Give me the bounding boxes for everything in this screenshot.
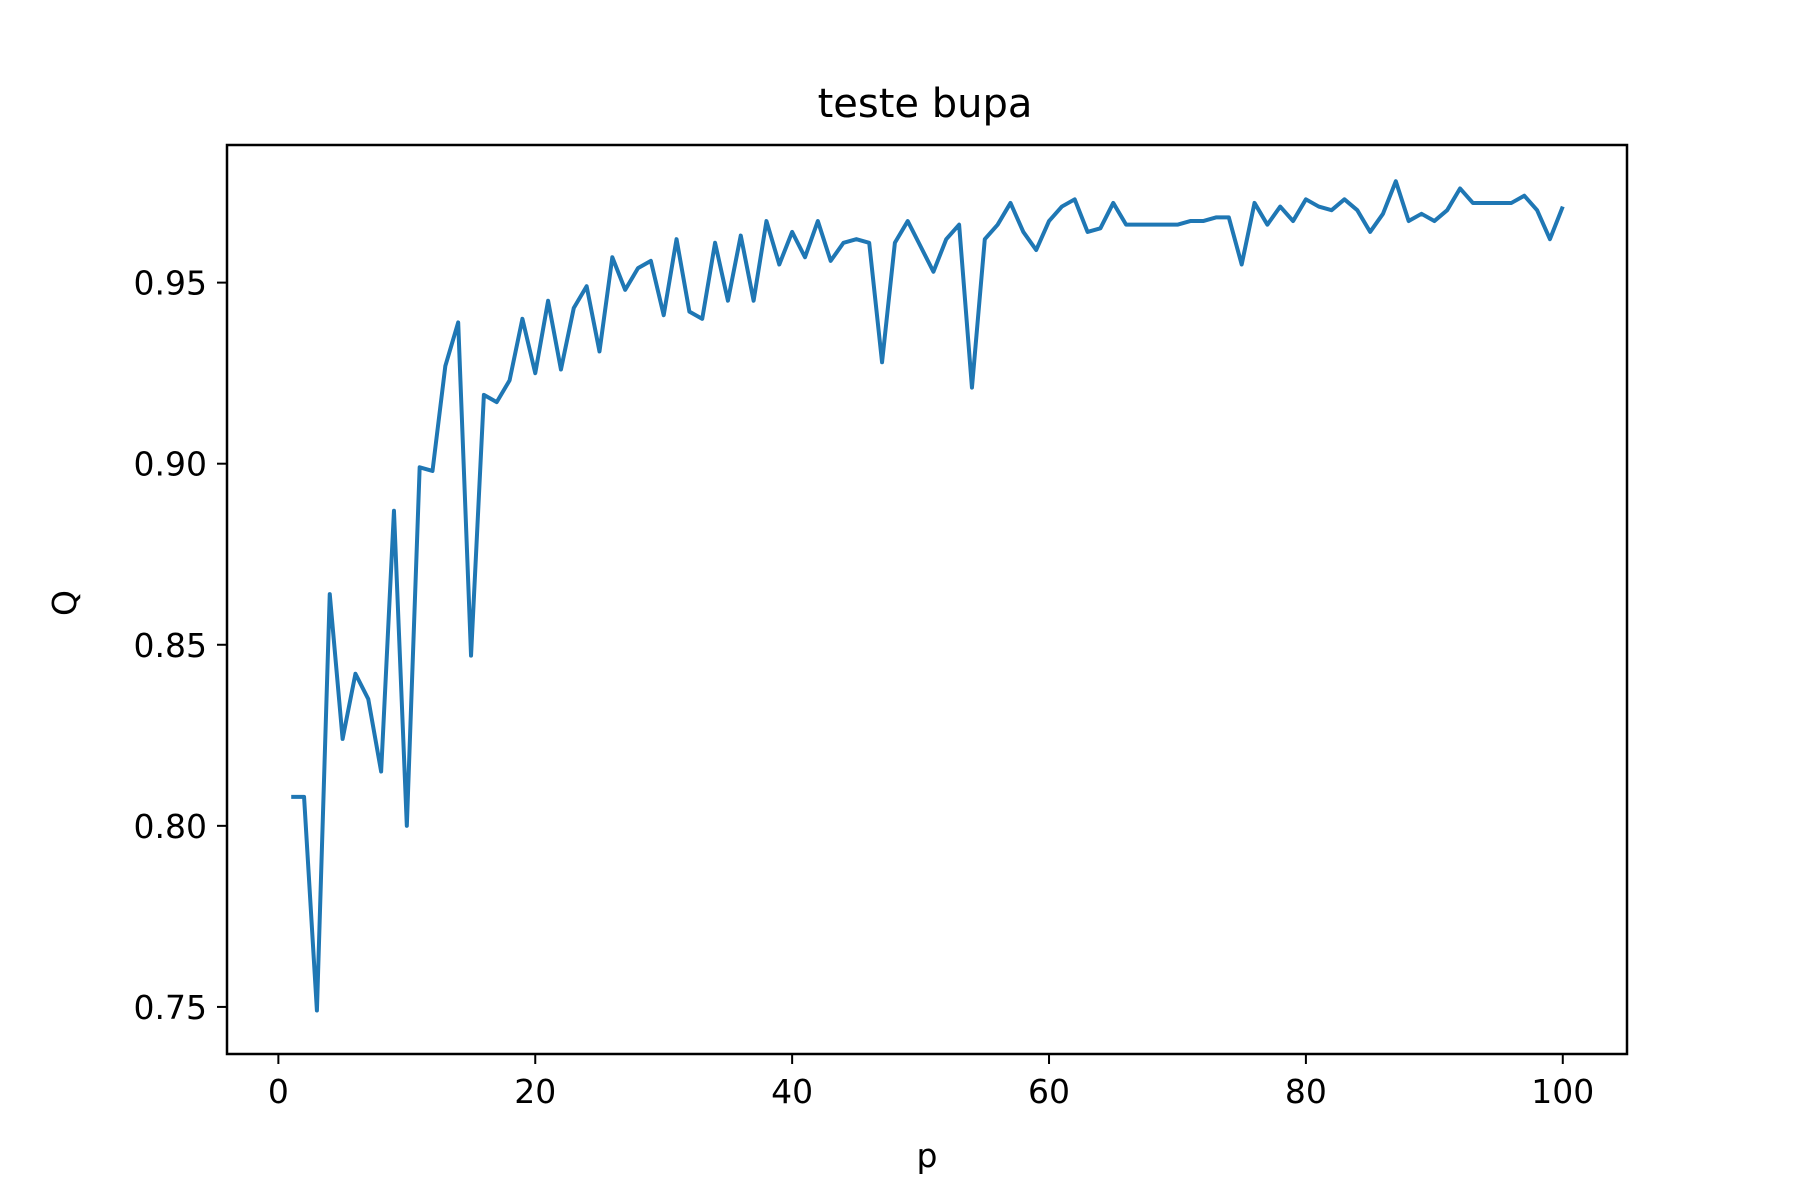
y-axis-label: Q	[45, 590, 84, 616]
y-tick-label: 0.80	[134, 807, 207, 846]
y-axis: 0.75 0.80 0.85 0.90 0.95	[134, 264, 227, 1027]
plot-area	[291, 179, 1565, 1013]
y-tick-label: 0.95	[134, 264, 207, 303]
plot-frame	[225, 143, 1629, 1056]
y-tick-label: 0.90	[134, 445, 207, 484]
x-tick-label: 0	[268, 1072, 289, 1111]
x-axis-label: p	[917, 1136, 938, 1175]
x-tick-label: 20	[514, 1072, 556, 1111]
chart-title: teste bupa	[818, 81, 1033, 127]
series-line-0	[291, 179, 1565, 1013]
x-tick-label: 60	[1028, 1072, 1070, 1111]
y-tick-label: 0.75	[134, 988, 207, 1027]
x-tick-label: 80	[1285, 1072, 1327, 1111]
x-tick-label: 40	[771, 1072, 813, 1111]
y-tick-label: 0.85	[134, 626, 207, 665]
x-axis: 0 20 40 60 80 100	[268, 1054, 1594, 1111]
x-tick-label: 100	[1531, 1072, 1594, 1111]
